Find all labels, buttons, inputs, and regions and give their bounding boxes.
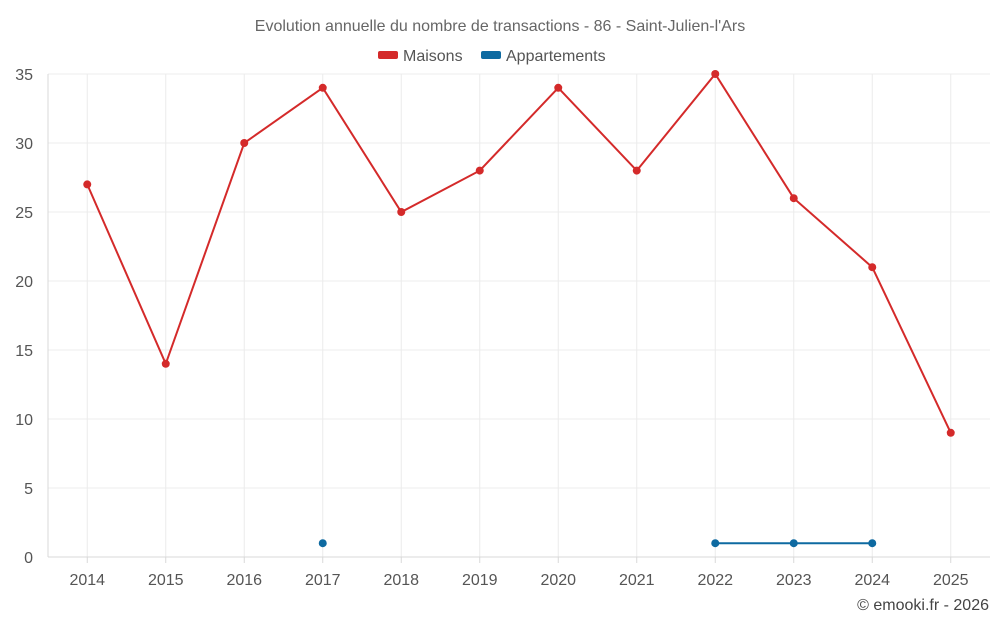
x-tick-label: 2015: [148, 572, 184, 589]
series: [83, 70, 955, 548]
x-tick-label: 2014: [69, 572, 105, 589]
data-point-appartements-2023[interactable]: [789, 539, 798, 548]
data-point-maisons-2021[interactable]: [632, 166, 641, 175]
series-maisons: [83, 70, 955, 437]
y-tick-label: 5: [24, 481, 33, 498]
y-tick-label: 30: [15, 136, 33, 153]
x-tick-label: 2024: [854, 572, 890, 589]
x-tick-label: 2022: [697, 572, 733, 589]
x-tick-label: 2023: [776, 572, 812, 589]
legend-swatch-maisons: [378, 51, 398, 59]
y-tick-label: 25: [15, 205, 33, 222]
x-tick-label: 2019: [462, 572, 498, 589]
legend-label-appartements: Appartements: [506, 48, 606, 65]
y-tick-label: 15: [15, 343, 33, 360]
legend-item-appartements[interactable]: Appartements: [481, 48, 606, 65]
x-tick-label: 2016: [226, 572, 262, 589]
data-point-maisons-2023[interactable]: [789, 194, 798, 203]
x-tick-label: 2025: [933, 572, 969, 589]
series-line-maisons: [86, 72, 952, 434]
data-point-maisons-2018[interactable]: [397, 208, 406, 216]
legend-swatch-appartements: [481, 51, 501, 59]
data-point-appartements-2024[interactable]: [868, 539, 877, 548]
data-point-maisons-2015[interactable]: [161, 359, 170, 368]
y-tick-label: 20: [15, 274, 33, 291]
y-tick-label: 35: [15, 67, 33, 84]
data-point-maisons-2025[interactable]: [946, 428, 955, 437]
data-point-maisons-2016[interactable]: [240, 139, 249, 147]
copyright-credit: © emooki.fr - 2026: [857, 597, 989, 614]
data-point-maisons-2022[interactable]: [711, 70, 720, 78]
data-point-appartements-2017[interactable]: [318, 539, 327, 548]
data-point-maisons-2019[interactable]: [475, 166, 484, 175]
data-point-maisons-2020[interactable]: [554, 83, 563, 92]
x-tick-label: 2021: [619, 572, 655, 589]
data-point-maisons-2014[interactable]: [83, 180, 92, 189]
x-tick-label: 2018: [383, 572, 419, 589]
x-tick-label: 2020: [540, 572, 576, 589]
legend-label-maisons: Maisons: [403, 48, 463, 65]
series-appartements: [318, 539, 877, 548]
legend-item-maisons[interactable]: Maisons: [378, 48, 463, 65]
grid: [48, 73, 990, 557]
chart-title: Evolution annuelle du nombre de transact…: [255, 18, 745, 35]
y-tick-label: 10: [15, 412, 33, 429]
x-tick-label: 2017: [305, 572, 341, 589]
data-point-maisons-2017[interactable]: [318, 83, 327, 92]
data-point-appartements-2022[interactable]: [711, 539, 720, 548]
y-tick-label: 0: [24, 550, 33, 567]
legend: Maisons Appartements: [378, 48, 606, 65]
data-point-maisons-2024[interactable]: [868, 263, 877, 272]
